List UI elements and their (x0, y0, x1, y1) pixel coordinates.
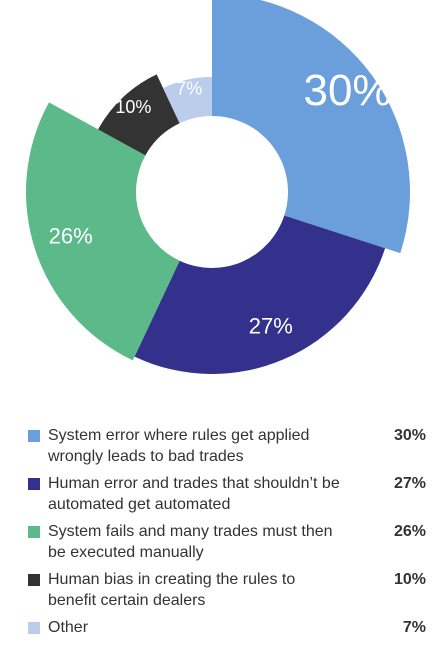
legend-item: System fails and many trades must then be… (28, 521, 426, 563)
legend-label-line: benefit certain dealers (48, 592, 206, 609)
legend-label: System error where rules get applied wron… (48, 427, 309, 465)
legend-label-line: System error where rules get applied (48, 427, 310, 444)
legend-swatch (28, 622, 40, 634)
legend-label-line: Other (48, 619, 89, 636)
donut-slice-1 (212, 0, 410, 254)
legend-value: 7% (402, 619, 426, 636)
legend-swatch (28, 478, 40, 490)
legend-label: System fails and many trades must then be… (48, 523, 333, 561)
donut-chart: 30% 27% 26% 10% 7% (25, 0, 410, 375)
donut-slice-4 (98, 74, 180, 156)
legend-swatch (28, 526, 40, 538)
legend-label-line: be executed manually (48, 544, 204, 561)
donut-slice-2 (134, 215, 386, 375)
legend-label-line: Human error and trades that shouldn’t be (48, 475, 340, 492)
donut-slice-3 (25, 102, 180, 361)
legend-item: Human error and trades that shouldn’t be… (28, 473, 426, 515)
legend-label-line: wrongly leads to bad trades (48, 448, 244, 465)
slice-label-5: 7% (176, 78, 202, 98)
legend-item: Human bias in creating the rules to benef… (28, 569, 426, 611)
legend-item: System error where rules get applied wron… (28, 425, 426, 467)
legend-label-line: Human bias in creating the rules to (48, 571, 296, 588)
legend-swatch (28, 574, 40, 586)
legend-label-line: automated get automated (48, 496, 231, 513)
slice-label-4: 10% (115, 97, 151, 117)
donut-slice-5 (163, 77, 212, 124)
legend-swatch (28, 430, 40, 442)
legend-value: 27% (393, 475, 426, 492)
legend-value: 26% (393, 523, 426, 540)
legend-value: 30% (393, 427, 426, 444)
legend-label-line: System fails and many trades must then (48, 523, 333, 540)
chart-legend: System error where rules get applied wron… (28, 425, 426, 644)
legend-value: 10% (393, 571, 426, 588)
slice-label-1: 30% (303, 66, 391, 115)
slice-label-2: 27% (249, 314, 293, 339)
legend-label: Other (48, 619, 88, 636)
legend-item: Other 7% (28, 617, 426, 638)
slice-label-3: 26% (49, 224, 93, 249)
legend-label: Human bias in creating the rules to benef… (48, 571, 295, 609)
legend-label: Human error and trades that shouldn’t be… (48, 475, 340, 513)
